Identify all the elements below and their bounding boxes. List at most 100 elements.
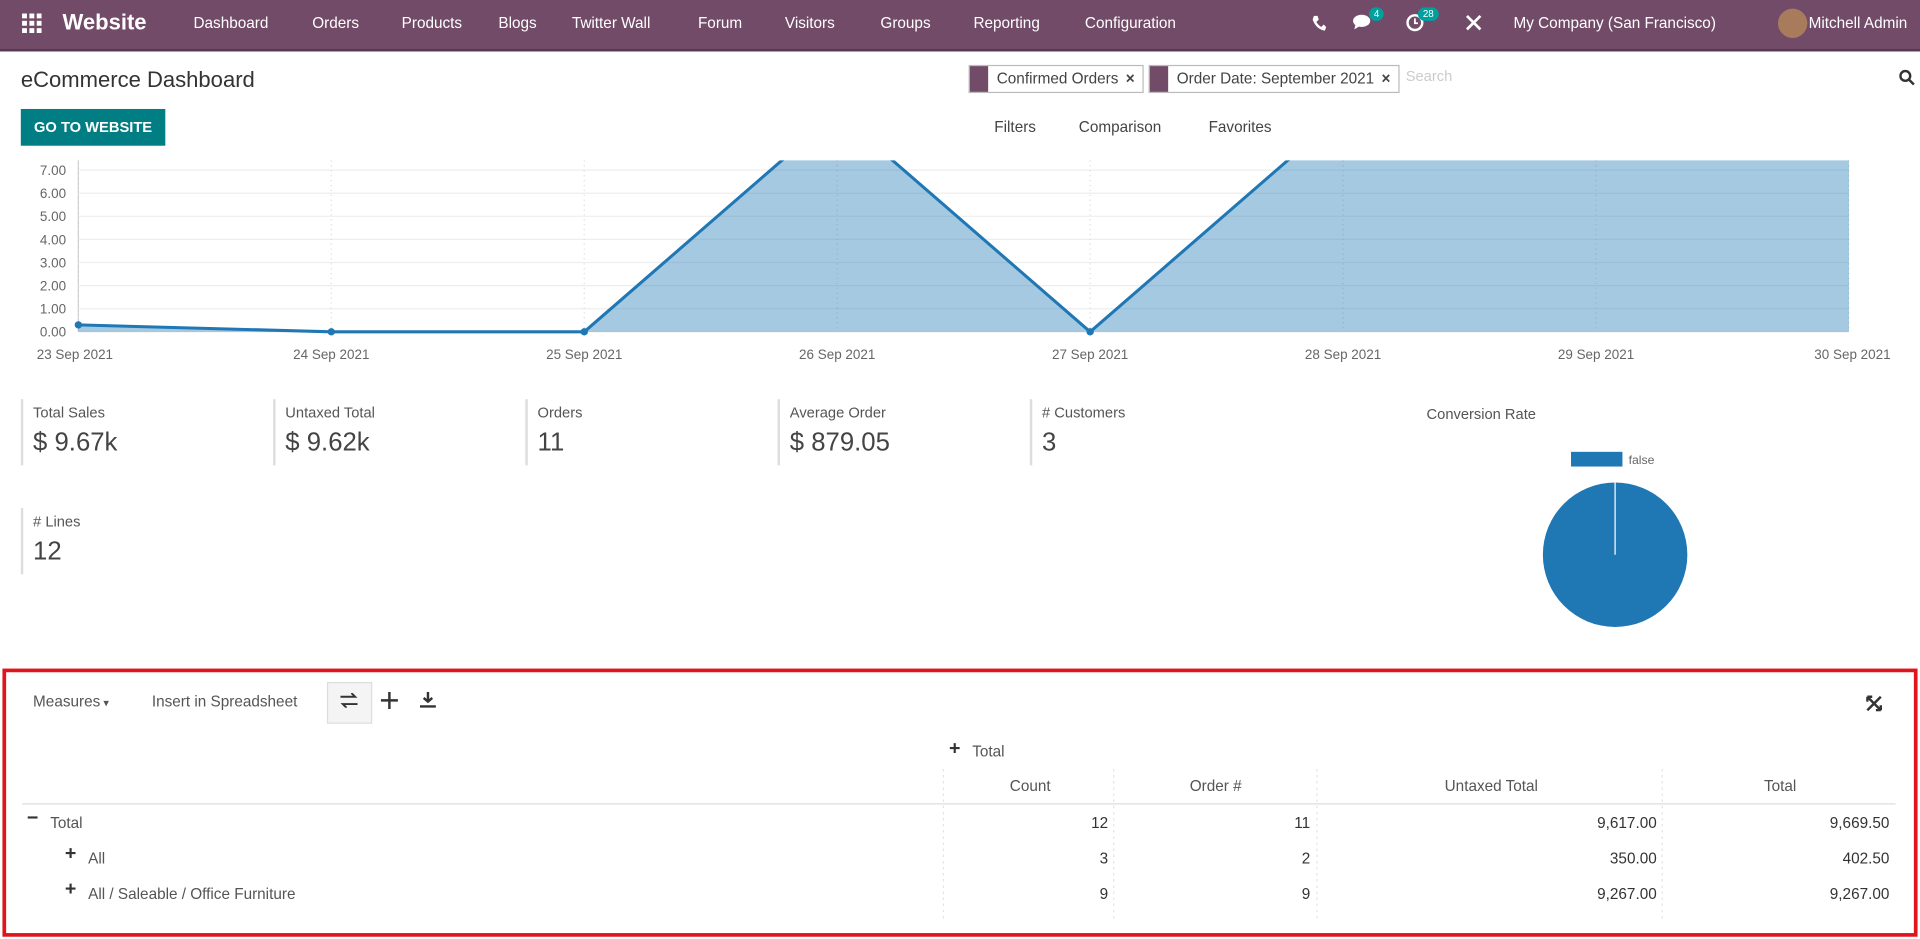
flip-axis-button[interactable] bbox=[326, 682, 373, 724]
pivot-cell[interactable]: 12 bbox=[1091, 814, 1109, 832]
menu-item[interactable]: Dashboard bbox=[193, 14, 269, 32]
column-separator bbox=[942, 768, 945, 923]
chat-icon[interactable] bbox=[1352, 13, 1372, 30]
column-separator bbox=[1661, 768, 1663, 923]
menu-item[interactable]: Visitors bbox=[784, 14, 835, 32]
pie-title: Conversion Rate bbox=[1426, 405, 1536, 423]
pivot-cell[interactable]: 2 bbox=[1301, 849, 1311, 867]
page-title: eCommerce Dashboard bbox=[20, 67, 255, 92]
menu-item[interactable]: Twitter Wall bbox=[571, 14, 651, 32]
y-tick-label: 4.00 bbox=[40, 232, 66, 247]
apps-icon[interactable] bbox=[22, 13, 42, 34]
facet-remove[interactable]: × bbox=[1381, 69, 1391, 87]
expand-icon[interactable]: + bbox=[948, 738, 961, 760]
line-point bbox=[580, 328, 588, 336]
pivot-cell[interactable]: 9,617.00 bbox=[1597, 814, 1657, 832]
kpi-value: $ 9.67k bbox=[33, 428, 118, 457]
company-switch[interactable]: My Company (San Francisco) bbox=[1513, 14, 1716, 32]
kpi-label: Orders bbox=[537, 404, 583, 422]
pie-chart: false bbox=[1542, 451, 1688, 627]
go-to-website-button[interactable]: GO TO WEBSITE bbox=[20, 108, 166, 146]
pivot-cell[interactable]: 9,267.00 bbox=[1597, 885, 1657, 903]
pivot-cell[interactable]: 350.00 bbox=[1609, 849, 1657, 867]
column-separator bbox=[1316, 768, 1318, 923]
kpi-value: $ 879.05 bbox=[789, 428, 890, 457]
line-area bbox=[78, 160, 1849, 332]
menu-item[interactable]: Reporting bbox=[973, 14, 1040, 32]
phone-icon[interactable] bbox=[1311, 15, 1327, 32]
kpi-divider bbox=[1029, 399, 1033, 466]
kpi-divider bbox=[273, 399, 276, 466]
facet-remove[interactable]: × bbox=[1125, 69, 1135, 87]
y-tick-label: 3.00 bbox=[40, 255, 66, 270]
facet-icon bbox=[1149, 66, 1169, 92]
pivot-cell[interactable]: 9,267.00 bbox=[1829, 885, 1890, 903]
row-header[interactable]: All bbox=[88, 849, 106, 867]
pivot-cell[interactable]: 9 bbox=[1301, 885, 1311, 903]
row-header[interactable]: All / Saleable / Office Furniture bbox=[88, 885, 296, 903]
line-series bbox=[78, 160, 1291, 334]
user-menu[interactable]: Mitchell Admin bbox=[1808, 14, 1908, 32]
avatar[interactable] bbox=[1777, 8, 1808, 38]
menu-item[interactable]: Blogs bbox=[498, 14, 537, 32]
close-icon[interactable] bbox=[1465, 14, 1482, 31]
search-option[interactable]: Favorites bbox=[1208, 118, 1272, 136]
line-point bbox=[1086, 328, 1094, 336]
column-separator bbox=[1113, 768, 1115, 923]
kpi-value: $ 9.62k bbox=[285, 428, 370, 457]
kpi-value: 12 bbox=[33, 537, 62, 566]
toolbar-button[interactable]: Insert in Spreadsheet bbox=[151, 693, 298, 711]
kpi-label: Total Sales bbox=[33, 404, 105, 422]
x-tick-label: 23 Sep 2021 bbox=[37, 347, 113, 362]
pivot-cell[interactable]: 3 bbox=[1099, 849, 1109, 867]
kpi-label: # Lines bbox=[33, 513, 81, 531]
search-facet[interactable]: Confirmed Orders × bbox=[968, 64, 1144, 94]
expand-all-icon[interactable] bbox=[380, 691, 398, 709]
y-tick-label: 0.00 bbox=[40, 325, 66, 340]
messages-badge: 4 bbox=[1368, 7, 1385, 21]
menu-item[interactable]: Orders bbox=[312, 14, 360, 32]
menu-item[interactable]: Products bbox=[401, 14, 463, 32]
search-facet[interactable]: Order Date: September 2021 × bbox=[1148, 64, 1399, 94]
x-tick-label: 29 Sep 2021 bbox=[1558, 347, 1634, 362]
menu-item[interactable]: Groups bbox=[880, 14, 931, 32]
row-toggle[interactable]: + bbox=[64, 843, 77, 865]
pivot-cell[interactable]: 9,669.50 bbox=[1829, 814, 1890, 832]
measure-header[interactable]: Total bbox=[1763, 777, 1797, 795]
column-header[interactable]: Total bbox=[972, 743, 1005, 761]
search-input[interactable]: Search bbox=[1405, 67, 1453, 85]
app-name[interactable]: Website bbox=[62, 9, 147, 35]
search-option[interactable]: Comparison bbox=[1078, 118, 1162, 136]
download-icon[interactable] bbox=[420, 691, 436, 708]
row-header[interactable]: Total bbox=[50, 814, 83, 832]
pivot-cell[interactable]: 9 bbox=[1099, 885, 1109, 903]
kpi-value: 3 bbox=[1042, 428, 1057, 457]
header-rule bbox=[22, 803, 1896, 805]
activities-badge: 28 bbox=[1417, 7, 1439, 21]
menu-item[interactable]: Forum bbox=[697, 14, 743, 32]
flip-icon bbox=[340, 693, 358, 708]
toolbar-button[interactable]: Measures ▾ bbox=[33, 693, 109, 711]
kpi-divider bbox=[20, 399, 24, 466]
kpi-label: Untaxed Total bbox=[285, 404, 375, 422]
measure-header[interactable]: Count bbox=[1009, 777, 1051, 795]
pivot-cell[interactable]: 402.50 bbox=[1842, 849, 1890, 867]
pivot-cell[interactable]: 11 bbox=[1294, 814, 1311, 832]
search-icon[interactable] bbox=[1899, 69, 1915, 86]
row-toggle[interactable]: − bbox=[26, 808, 39, 829]
row-toggle[interactable]: + bbox=[64, 879, 77, 901]
y-tick-label: 7.00 bbox=[40, 163, 66, 178]
kpi-value: 11 bbox=[537, 428, 565, 457]
clock-icon[interactable] bbox=[1406, 13, 1424, 32]
x-tick-label: 30 Sep 2021 bbox=[1814, 347, 1890, 362]
measure-header[interactable]: Order # bbox=[1189, 777, 1242, 795]
menu-item[interactable]: Configuration bbox=[1084, 14, 1176, 32]
measure-header[interactable]: Untaxed Total bbox=[1444, 777, 1538, 795]
legend-swatch bbox=[1571, 451, 1623, 467]
fullscreen-icon[interactable] bbox=[1866, 695, 1883, 712]
search-option[interactable]: Filters bbox=[994, 118, 1036, 136]
line-point bbox=[74, 321, 83, 329]
kpi-label: Average Order bbox=[789, 404, 886, 422]
facet-icon bbox=[969, 66, 989, 92]
